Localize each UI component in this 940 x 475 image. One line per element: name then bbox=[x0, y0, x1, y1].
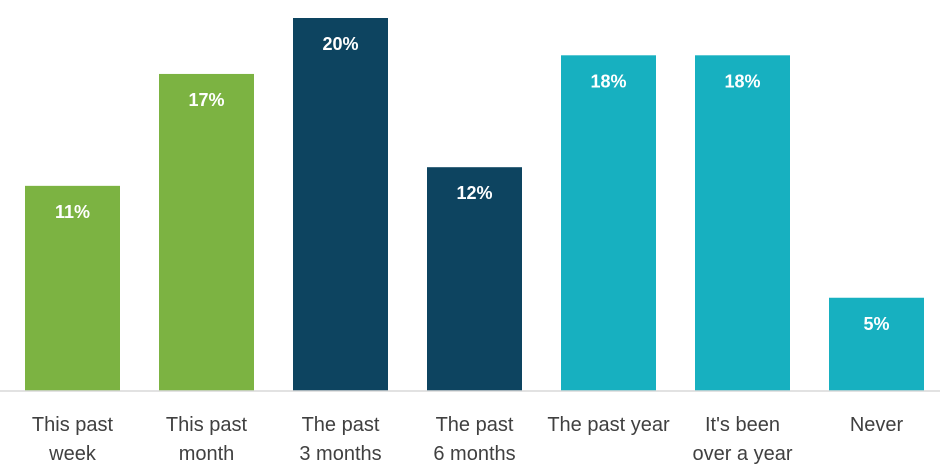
category-label-line: month bbox=[179, 443, 235, 465]
bar-value-label-6: 18% bbox=[724, 71, 760, 91]
category-label-line: The past year bbox=[547, 414, 670, 436]
category-label-line: Never bbox=[850, 414, 904, 436]
bar-5 bbox=[561, 55, 656, 392]
bar-7 bbox=[829, 297, 924, 391]
bar-value-label-4: 12% bbox=[456, 183, 492, 203]
bar-value-label-3: 20% bbox=[322, 34, 358, 54]
bar-2 bbox=[159, 73, 254, 391]
category-label-line: over a year bbox=[692, 443, 792, 465]
category-label-6: It's been over a year bbox=[692, 414, 792, 465]
category-label-line: The past bbox=[436, 414, 514, 436]
category-label-line: It's been bbox=[705, 414, 780, 436]
category-label-line: week bbox=[48, 443, 97, 465]
bar-6 bbox=[695, 55, 790, 392]
bar-value-label-7: 5% bbox=[863, 314, 889, 334]
bar-value-label-5: 18% bbox=[590, 71, 626, 91]
category-label-5: The past year bbox=[547, 414, 670, 436]
category-label-line: This past bbox=[32, 414, 114, 436]
value-labels-group: 11% 17% 20% 12% 18% 18% 5% bbox=[55, 34, 890, 334]
bar-4 bbox=[427, 167, 522, 391]
category-label-line: 6 months bbox=[433, 443, 515, 465]
category-label-3: The past 3 months bbox=[299, 414, 381, 465]
category-label-4: The past 6 months bbox=[433, 414, 515, 465]
category-label-2: This past month bbox=[166, 414, 248, 465]
bars-group bbox=[25, 18, 924, 392]
bar-value-label-2: 17% bbox=[188, 90, 224, 110]
category-label-1: This past week bbox=[32, 414, 114, 465]
category-label-line: The past bbox=[302, 414, 380, 436]
category-label-line: 3 months bbox=[299, 443, 381, 465]
category-label-line: This past bbox=[166, 414, 248, 436]
category-labels-group: This past week This past month The past 3 mon… bbox=[32, 414, 904, 465]
category-label-7: Never bbox=[850, 414, 904, 436]
bar-1 bbox=[25, 185, 120, 391]
bar-3 bbox=[293, 18, 388, 391]
bar-value-label-1: 11% bbox=[55, 202, 90, 222]
